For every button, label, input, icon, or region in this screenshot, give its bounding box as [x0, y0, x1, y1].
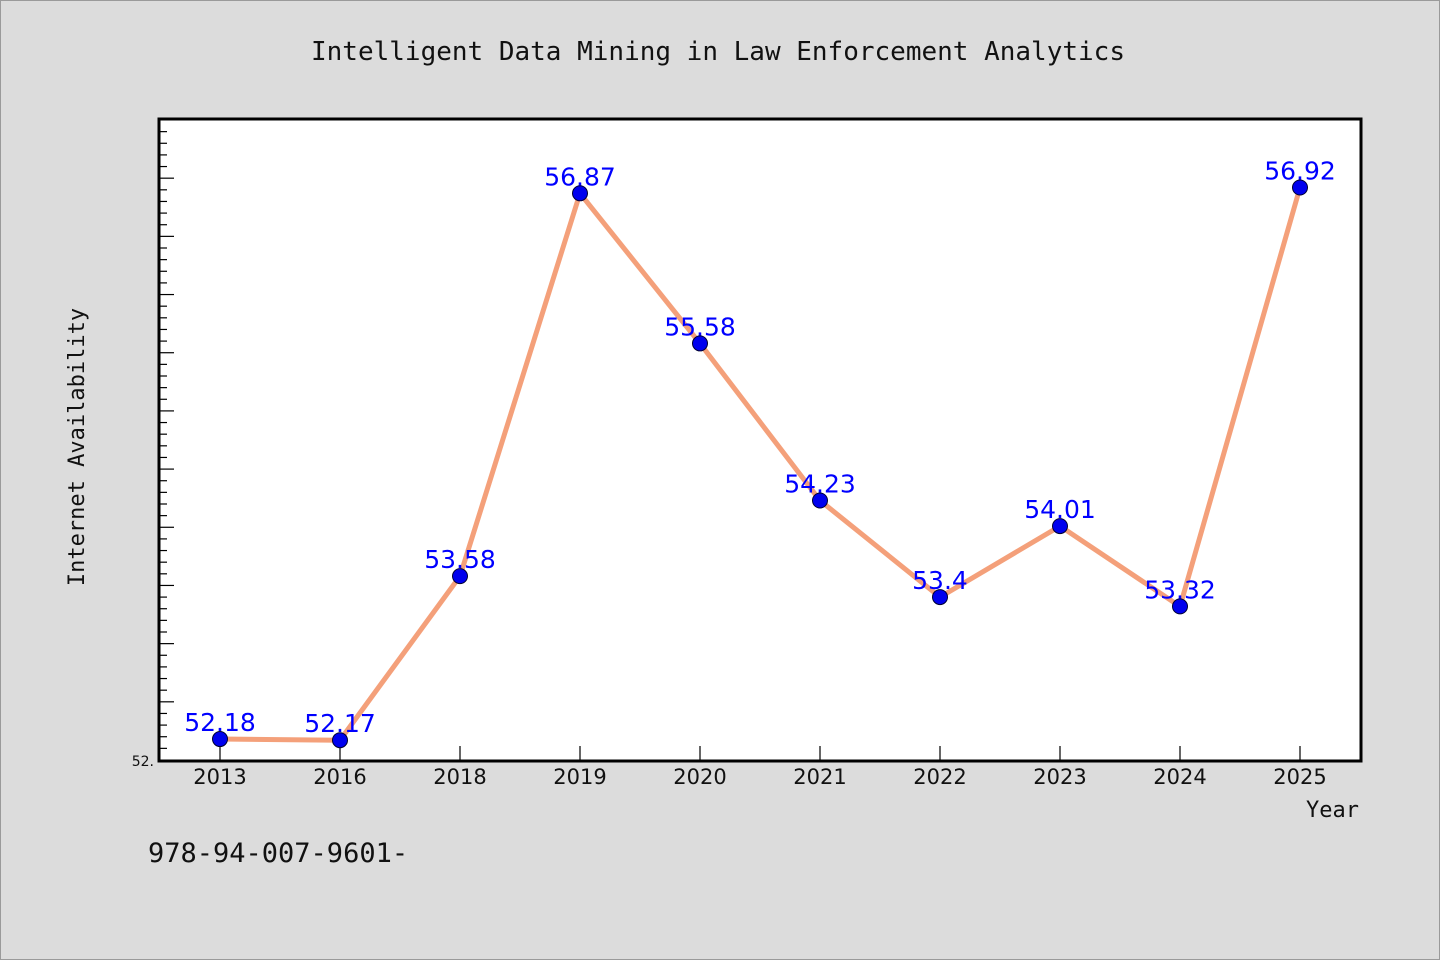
data-point	[332, 732, 348, 749]
data-point	[812, 492, 828, 509]
footnote-isbn: 978-94-007-9601-	[148, 838, 408, 869]
data-point	[932, 589, 948, 606]
x-axis-ticks: 2013 2016 2018 2019 2020 2021 2022 2023 2024 2025	[193, 746, 1327, 789]
series-line	[217, 184, 1303, 743]
series-layer	[217, 184, 1303, 743]
data-label: 54.01	[1024, 495, 1096, 524]
x-tick-label: 2022	[913, 765, 966, 789]
x-tick-label: 2018	[433, 765, 486, 789]
chart-title: Intelligent Data Mining in Law Enforceme…	[311, 37, 1125, 67]
data-label: 56.87	[544, 162, 616, 191]
data-label: 52.18	[184, 708, 256, 737]
y-tick-label: 52.	[132, 754, 154, 770]
data-point	[692, 335, 708, 352]
x-tick-label: 2023	[1033, 765, 1086, 789]
x-tick-label: 2016	[313, 765, 366, 789]
data-label: 53.58	[424, 545, 496, 574]
data-point	[212, 731, 228, 748]
x-tick-label: 2024	[1153, 765, 1206, 789]
data-point	[452, 568, 468, 585]
data-label: 56.92	[1264, 156, 1336, 185]
x-axis-label: Year	[1306, 798, 1359, 823]
data-point	[572, 185, 588, 202]
y-axis-ticks	[160, 131, 174, 749]
data-point	[1292, 179, 1308, 196]
x-tick-label: 2025	[1273, 765, 1326, 789]
data-label: 52.17	[304, 709, 376, 738]
x-tick-label: 2019	[553, 765, 606, 789]
data-label: 54.23	[784, 470, 856, 499]
marker-layer	[212, 179, 1308, 749]
data-point	[1172, 598, 1188, 615]
x-tick-label: 2021	[793, 765, 846, 789]
x-tick-label: 2013	[193, 765, 246, 789]
data-label: 55.58	[664, 312, 736, 341]
data-point	[1052, 518, 1068, 535]
data-label-layer: 52.18 52.17 53.58 56.87 55.58 54.23 53.4 54.01 5…	[184, 156, 1336, 738]
plot-area	[157, 117, 1363, 763]
data-label: 53.32	[1144, 575, 1216, 604]
data-label: 53.4	[912, 566, 968, 595]
x-tick-label: 2020	[673, 765, 726, 789]
y-axis-label: Internet Availability	[65, 308, 90, 586]
